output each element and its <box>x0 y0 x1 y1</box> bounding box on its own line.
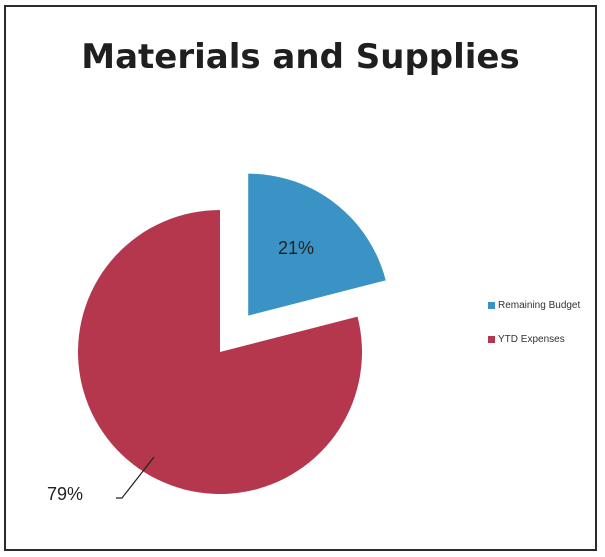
pie-slice-ytd-expenses <box>78 210 363 494</box>
legend: Remaining Budget YTD Expenses <box>488 299 580 367</box>
pie-slice-remaining-budget <box>248 173 386 316</box>
chart-title: Materials and Supplies <box>81 37 520 77</box>
legend-label-ytd-expenses: YTD Expenses <box>498 333 565 345</box>
legend-label-remaining-budget: Remaining Budget <box>498 299 581 311</box>
legend-item-ytd-expenses: YTD Expenses <box>488 333 580 345</box>
legend-item-remaining-budget: Remaining Budget <box>488 299 580 311</box>
leader-line-ytd-expenses <box>116 456 155 499</box>
data-label-ytd-expenses: 79% <box>47 484 83 504</box>
legend-swatch-ytd-expenses <box>488 335 495 343</box>
data-label-remaining-budget: 21% <box>278 238 314 258</box>
legend-swatch-remaining-budget <box>488 301 495 309</box>
